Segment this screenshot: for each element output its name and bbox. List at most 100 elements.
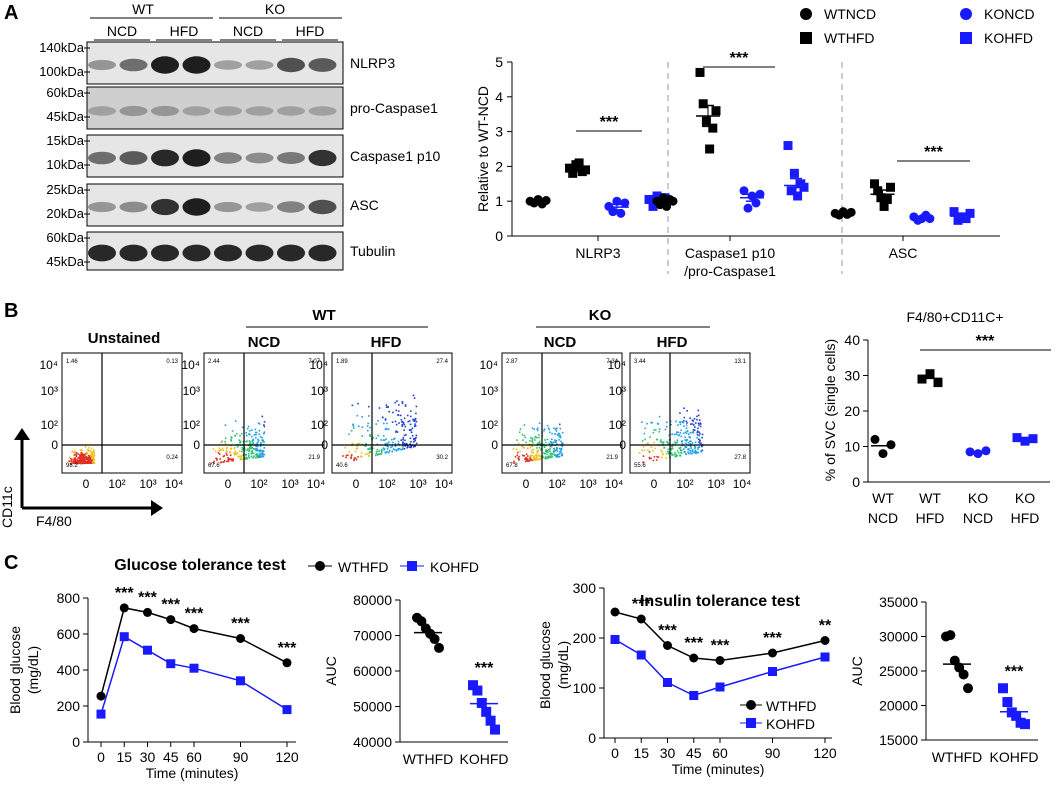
c-point-kohfd: [689, 691, 699, 700]
flow-event: [89, 458, 91, 461]
flow-event: [552, 451, 555, 454]
flow-event: [342, 455, 344, 457]
flow-event: [85, 451, 88, 453]
flow-event: [78, 459, 80, 462]
flow-event: [398, 447, 401, 450]
flow-event: [80, 454, 82, 457]
flow-event: [258, 429, 261, 432]
flow-event: [356, 414, 359, 417]
c-point-kohfd: [768, 667, 777, 676]
flow-quadrant-q2: 7.07: [308, 359, 320, 365]
blot-band: [277, 152, 305, 164]
flow-event: [214, 450, 217, 452]
flow-event: [671, 454, 674, 456]
flow-title-ko: KO: [589, 307, 612, 324]
flow-event: [531, 459, 533, 462]
flow-event: [543, 428, 546, 430]
flow-event: [531, 439, 534, 442]
flow-event: [549, 447, 551, 450]
flow-event: [230, 437, 233, 439]
blot-band: [277, 106, 305, 116]
flow-event: [538, 446, 541, 449]
flow-event: [671, 433, 673, 435]
flow-event: [676, 431, 678, 434]
flow-event: [648, 456, 651, 459]
flow-event: [233, 452, 236, 454]
flow-event: [526, 458, 528, 461]
flow-event: [518, 431, 521, 433]
flow-event: [536, 427, 539, 430]
flow-x-tick-label: 10²: [250, 477, 267, 491]
c-point-kohfd: [610, 635, 620, 644]
flow-event: [674, 451, 676, 454]
flow-event: [670, 423, 672, 426]
flow-title-wt-ncd: NCD: [248, 334, 281, 351]
flow-event: [532, 448, 535, 451]
flow-event: [404, 445, 406, 447]
c-legend-label-ko: KOHFD: [430, 559, 479, 575]
flow-event: [666, 440, 668, 443]
c-point-kohfd: [166, 659, 176, 669]
flow-event: [392, 448, 395, 450]
flow-event: [258, 449, 261, 452]
flow-event: [71, 458, 73, 461]
flow-event: [688, 440, 691, 443]
flow-event: [697, 409, 700, 412]
c-itt-legend-label-wt: WTHFD: [766, 698, 817, 714]
c-point-kohfd: [715, 682, 725, 692]
flow-event: [529, 454, 532, 456]
flow-event: [78, 461, 80, 464]
flow-event: [512, 448, 515, 450]
flow-event: [681, 449, 683, 452]
flow-event: [393, 448, 396, 451]
flow-y-tick-label: 10⁴: [309, 358, 328, 372]
flow-event: [257, 422, 260, 424]
flow-event: [691, 442, 694, 444]
c-y-tick-label: 600: [57, 626, 81, 642]
flow-event: [257, 439, 260, 442]
flow-event: [411, 427, 414, 430]
a-point: [574, 158, 584, 168]
flow-event: [391, 445, 393, 448]
blot-band: [119, 201, 148, 213]
flow-event: [679, 446, 682, 449]
flow-event: [380, 449, 383, 452]
flow-event: [83, 457, 85, 459]
flow-event: [220, 461, 223, 464]
flow-event: [353, 457, 356, 459]
a-point: [886, 182, 895, 192]
a-point: [783, 141, 793, 151]
flow-y-tick-label: 10⁴: [607, 358, 626, 372]
b-point: [981, 446, 991, 456]
c-point-wthfd: [663, 641, 672, 650]
flow-event: [413, 425, 416, 427]
blot-marker-3-b: 20kDa: [46, 206, 84, 221]
flow-event: [550, 455, 552, 458]
flow-event: [239, 441, 242, 444]
flow-event: [693, 445, 696, 448]
flow-event: [685, 442, 687, 445]
a-sig-label-1: ***: [730, 50, 749, 67]
blot-band: [214, 201, 242, 213]
flow-event: [642, 455, 645, 457]
flow-title-ko-ncd: NCD: [544, 334, 577, 351]
a-point: [743, 203, 753, 213]
c-sig-label: ***: [231, 616, 250, 633]
flow-event: [526, 455, 529, 457]
flow-event: [378, 407, 381, 409]
flow-quadrant-q4: 67.6: [208, 463, 220, 469]
flow-event: [674, 441, 676, 443]
flow-event: [254, 428, 257, 431]
flow-event: [90, 453, 92, 456]
flow-event: [395, 449, 398, 452]
flow-event: [409, 423, 412, 426]
flow-event: [81, 449, 84, 452]
flow-event: [408, 420, 411, 422]
c-point-wthfd: [189, 624, 199, 634]
flow-event: [687, 451, 689, 453]
flow-event: [381, 451, 383, 454]
b-point: [973, 449, 983, 459]
flow-event: [697, 427, 699, 430]
flow-event: [522, 439, 524, 441]
flow-event: [72, 461, 74, 463]
